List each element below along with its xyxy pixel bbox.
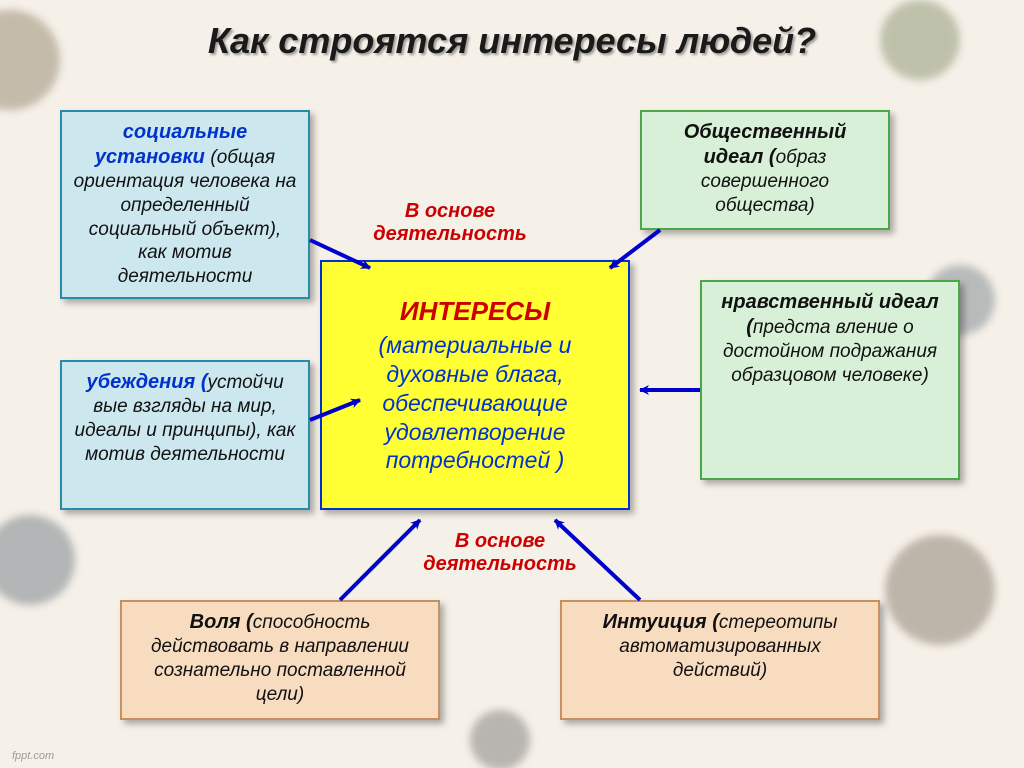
box-moral-ideal: нравственный идеал (предста вление о дос… <box>700 280 960 480</box>
paint-splotch <box>470 710 530 768</box>
box-body: (материальные и духовные блага, обеспечи… <box>379 332 572 473</box>
box-intuition: Интуиция (стереотипы автоматизированных … <box>560 600 880 720</box>
box-lead: Воля ( <box>190 611 253 633</box>
box-body: предста вление о достойном подражания об… <box>723 317 937 386</box>
footer-credit: fppt.com <box>12 750 54 762</box>
caption-basis-bottom: В основедеятельность <box>400 530 600 576</box>
box-lead: Интуиция ( <box>603 611 719 633</box>
box-body: (общая ориентация человека на определенн… <box>74 147 297 287</box>
box-lead: убеждения ( <box>86 371 207 393</box>
box-social-attitudes: социальные установки (общая ориентация ч… <box>60 110 310 299</box>
box-lead: ИНТЕРЕСЫ <box>400 295 550 328</box>
paint-splotch <box>0 515 75 605</box>
box-beliefs: убеждения (устойчи вые взгляды на мир, и… <box>60 360 310 510</box>
page-title: Как строятся интересы людей? <box>0 20 1024 62</box>
paint-splotch <box>885 535 995 645</box>
box-public-ideal: Общественный идеал (образ совершенного о… <box>640 110 890 230</box>
box-interests-center: ИНТЕРЕСЫ (материальные и духовные блага, … <box>320 260 630 510</box>
box-will: Воля (способность действовать в направле… <box>120 600 440 720</box>
caption-basis-top: В основедеятельность <box>350 200 550 246</box>
